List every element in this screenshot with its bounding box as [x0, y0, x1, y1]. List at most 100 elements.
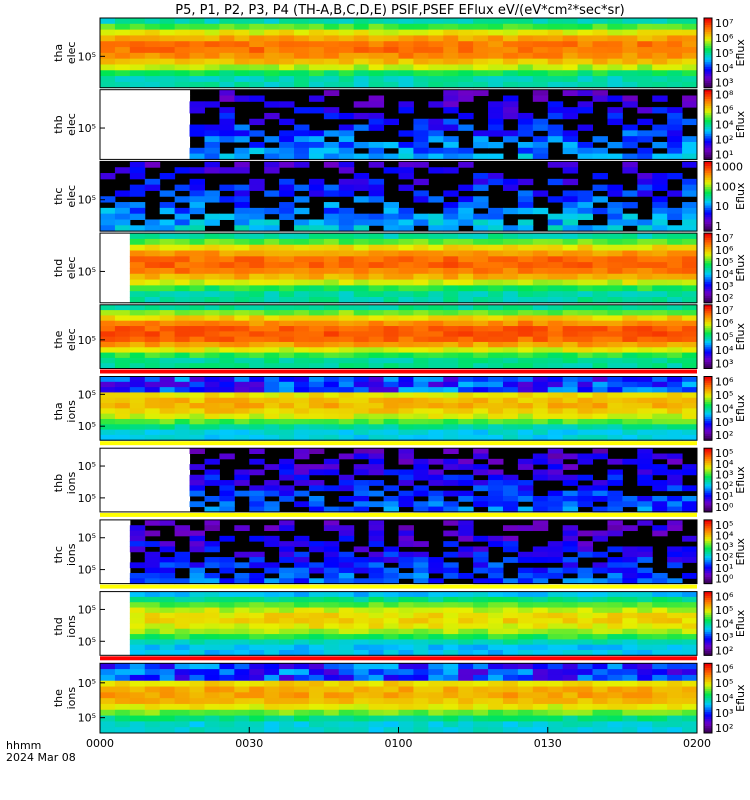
flux-cell — [219, 392, 235, 399]
flux-cell — [114, 336, 131, 343]
flux-cell — [637, 347, 653, 354]
flux-cell — [622, 698, 638, 705]
flux-cell — [144, 76, 161, 83]
flux-cell — [682, 546, 698, 553]
flux-cell — [637, 572, 653, 579]
flux-cell — [144, 596, 161, 603]
flux-cell — [159, 64, 176, 71]
flux-cell — [517, 490, 534, 497]
flux-cell — [174, 381, 191, 388]
flux-cell — [234, 76, 250, 83]
flux-cell — [637, 628, 653, 635]
flux-cell — [129, 413, 146, 420]
flux-cell — [249, 381, 265, 388]
colorbar-label: Eflux — [734, 684, 747, 712]
flux-cell — [368, 715, 385, 722]
flux-cell — [383, 649, 399, 656]
flux-cell — [398, 233, 414, 240]
colorbar-swatch — [704, 726, 712, 729]
colorbar-swatch — [704, 644, 712, 648]
flux-cell — [234, 698, 250, 705]
flux-cell — [189, 669, 205, 676]
flux-cell — [368, 238, 385, 246]
flux-cell — [159, 52, 176, 60]
flux-cell — [592, 315, 608, 322]
flux-cell — [294, 698, 310, 705]
colorbar-tick-label: 10⁶ — [715, 244, 734, 257]
flux-cell — [637, 413, 653, 420]
flux-cell — [353, 225, 370, 232]
flux-cell — [249, 387, 265, 393]
flux-cell — [473, 686, 489, 693]
flux-cell — [547, 256, 564, 263]
flux-cell — [264, 464, 280, 470]
flux-cell — [622, 167, 638, 174]
flux-cell — [383, 408, 399, 415]
flux-cell — [532, 52, 549, 60]
flux-cell — [323, 703, 340, 711]
flux-cell — [637, 267, 653, 275]
flux-cell — [189, 70, 205, 77]
flux-cell — [682, 326, 698, 332]
flux-cell — [204, 124, 220, 131]
flux-cell — [398, 213, 414, 220]
colorbar-swatch — [704, 477, 712, 481]
flux-cell — [428, 35, 444, 42]
data-gap-cell — [114, 124, 131, 131]
flux-cell — [144, 178, 161, 186]
flux-cell — [413, 721, 429, 728]
flux-cell — [338, 341, 355, 348]
flux-cell — [249, 501, 265, 508]
flux-cell — [413, 76, 429, 83]
flux-cell — [234, 95, 250, 102]
flux-cell — [667, 52, 683, 60]
flux-cell — [308, 381, 325, 388]
flux-cell — [562, 202, 579, 209]
flux-cell — [100, 326, 116, 332]
flux-cell — [488, 141, 504, 149]
colorbar-swatch — [704, 210, 712, 214]
flux-cell — [532, 147, 549, 155]
flux-cell — [174, 326, 191, 332]
flux-cell — [234, 669, 250, 676]
flux-cell — [562, 167, 579, 174]
flux-cell — [398, 219, 414, 226]
colorbar-swatch — [704, 623, 712, 627]
flux-cell — [577, 602, 594, 609]
data-gap-cell — [100, 519, 116, 526]
flux-cell — [502, 262, 519, 269]
flux-cell — [547, 35, 564, 42]
flux-cell — [264, 639, 280, 646]
flux-cell — [592, 352, 608, 359]
flux-cell — [353, 607, 370, 614]
colorbar-swatch — [704, 646, 712, 650]
flux-cell — [547, 387, 564, 393]
flux-cell — [249, 331, 265, 338]
flux-cell — [443, 70, 459, 77]
flux-cell — [219, 341, 235, 348]
flux-cell — [622, 602, 638, 609]
flux-cell — [144, 703, 161, 711]
flux-cell — [517, 291, 534, 298]
flux-cell — [473, 58, 489, 65]
flux-cell — [502, 178, 519, 186]
flux-cell — [547, 628, 564, 635]
colorbar-swatch — [704, 18, 712, 21]
flux-cell — [682, 363, 698, 369]
flux-cell — [219, 618, 235, 624]
flux-cell — [219, 413, 235, 420]
colorbar-swatch — [704, 274, 712, 278]
flux-cell — [174, 52, 191, 60]
colorbar-swatch — [704, 621, 712, 624]
flux-cell — [294, 296, 310, 304]
flux-cell — [219, 376, 235, 383]
flux-cell — [562, 703, 579, 711]
flux-cell — [383, 663, 399, 670]
flux-cell — [532, 352, 549, 359]
flux-cell — [607, 403, 623, 409]
flux-cell — [413, 320, 429, 327]
flux-cell — [682, 424, 698, 431]
flux-cell — [607, 376, 623, 383]
flux-cell — [234, 238, 250, 246]
flux-cell — [279, 101, 295, 108]
